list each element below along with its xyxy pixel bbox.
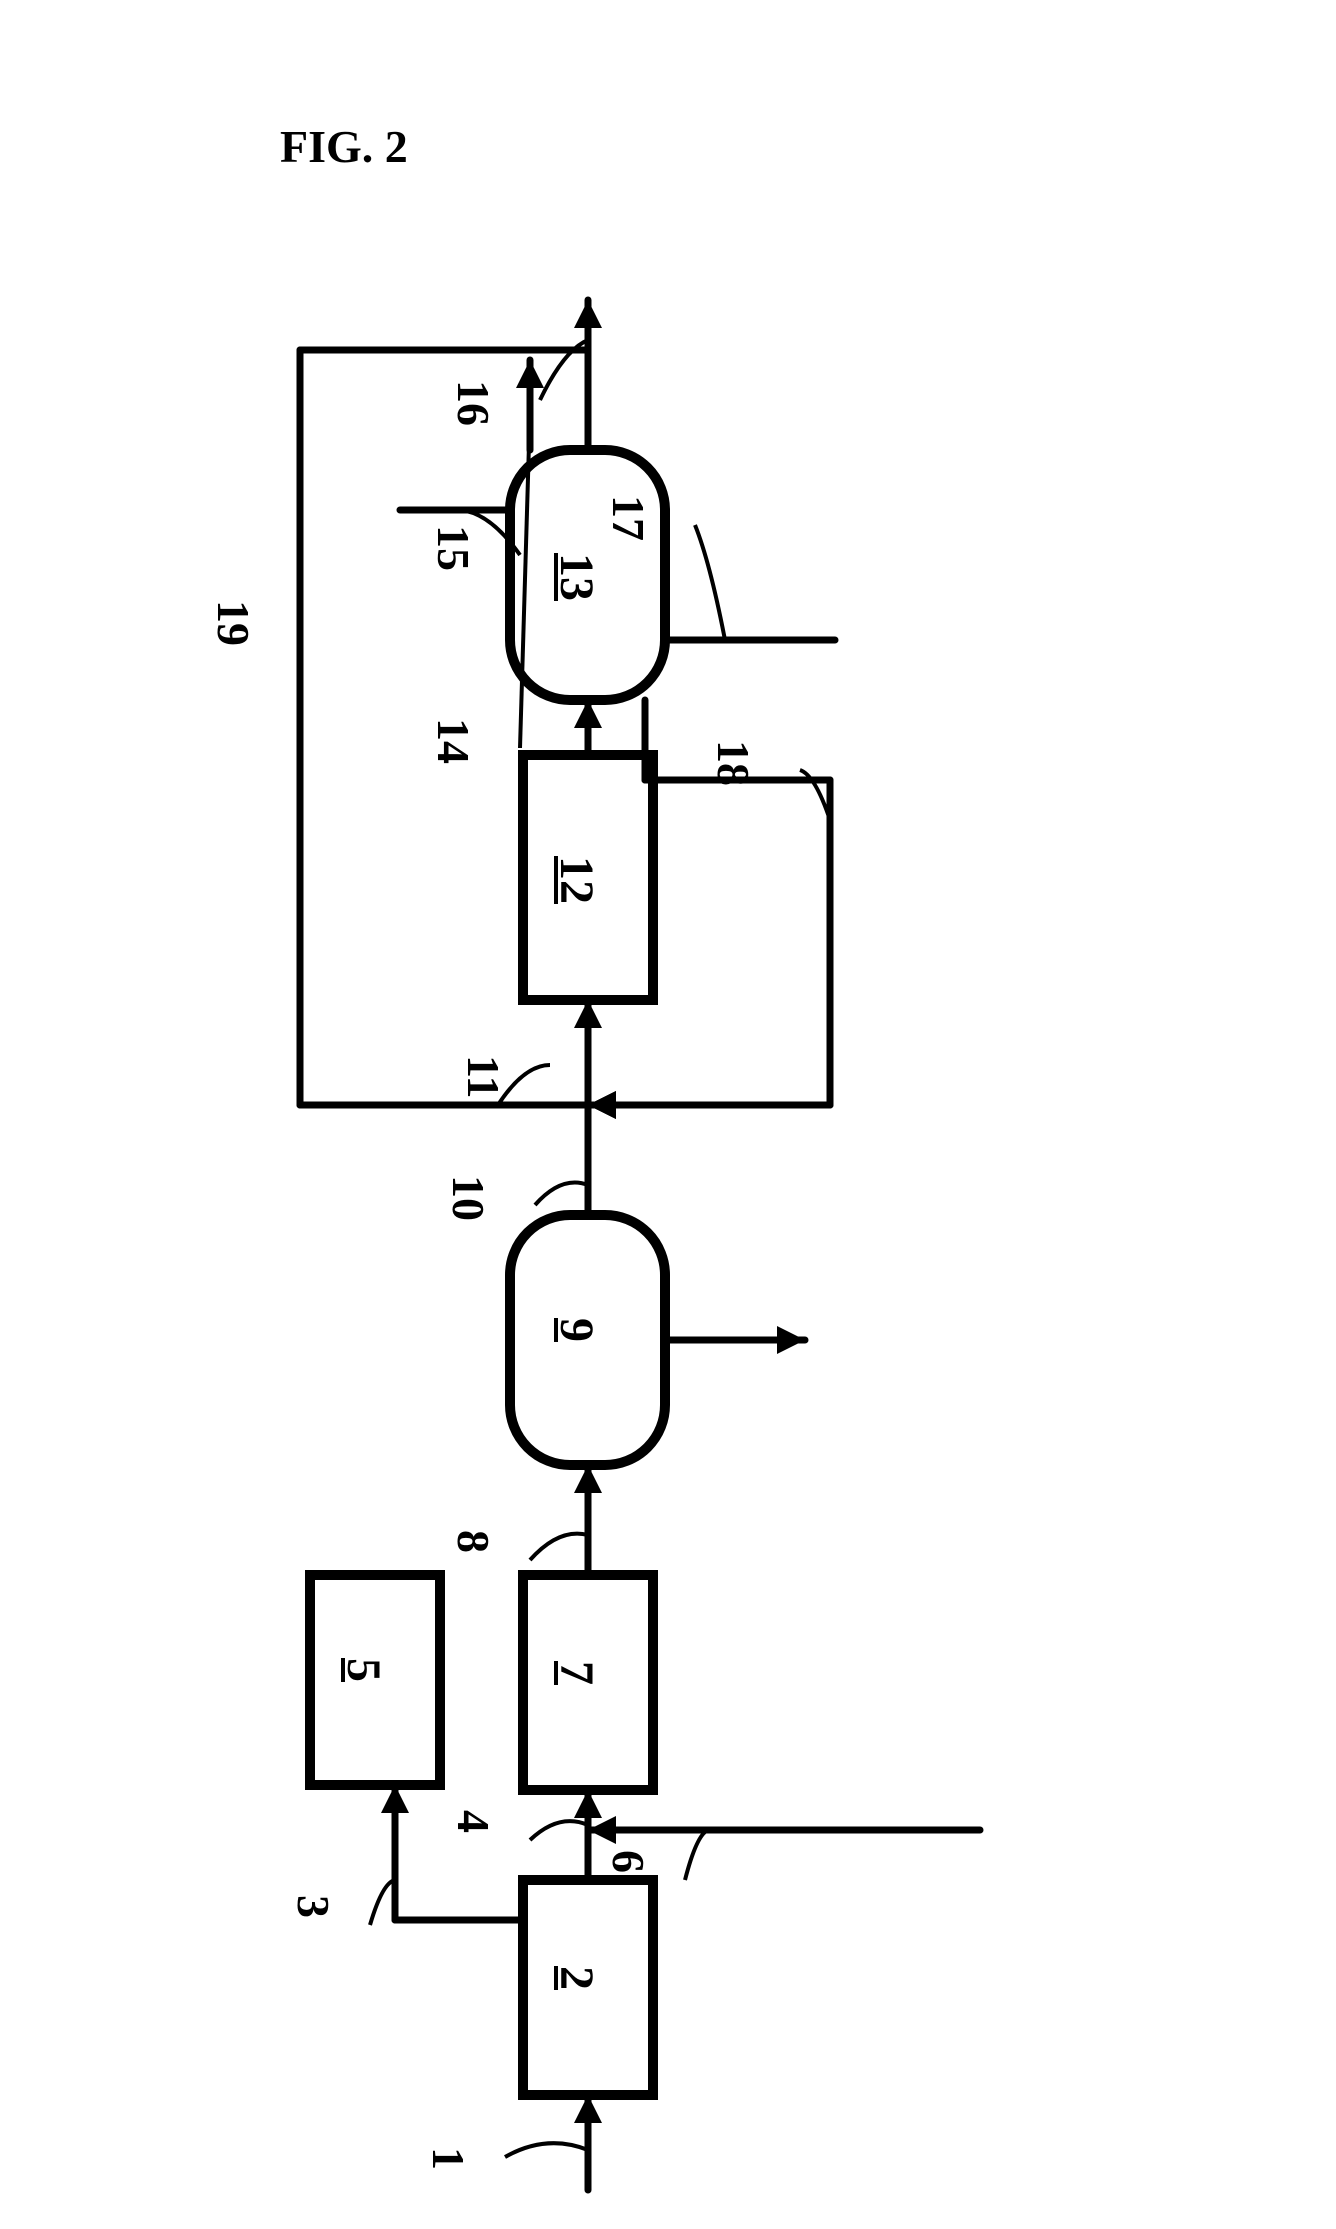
stream-label-3: 3 (287, 1895, 340, 1918)
stream-label-15: 15 (427, 525, 480, 571)
stream-label-10: 10 (442, 1175, 495, 1221)
box-label-5: 5 (336, 1658, 391, 1682)
stream-label-17: 17 (602, 495, 655, 541)
box-label-7: 7 (549, 1661, 604, 1685)
stream-label-6: 6 (602, 1850, 655, 1873)
stream-label-1: 1 (422, 2147, 475, 2170)
box-label-2: 2 (549, 1966, 604, 1990)
box-label-12: 12 (549, 856, 604, 904)
figure-title: FIG. 2 (280, 120, 408, 173)
stream-label-4: 4 (447, 1810, 500, 1833)
box-label-13: 13 (549, 553, 604, 601)
stream-label-8: 8 (447, 1530, 500, 1553)
stream-label-14: 14 (427, 718, 480, 764)
stream-label-18: 18 (707, 740, 760, 786)
box-label-9: 9 (549, 1318, 604, 1342)
stream-label-19: 19 (207, 600, 260, 646)
stream-label-16: 16 (447, 380, 500, 426)
stream-label-11: 11 (457, 1055, 510, 1098)
